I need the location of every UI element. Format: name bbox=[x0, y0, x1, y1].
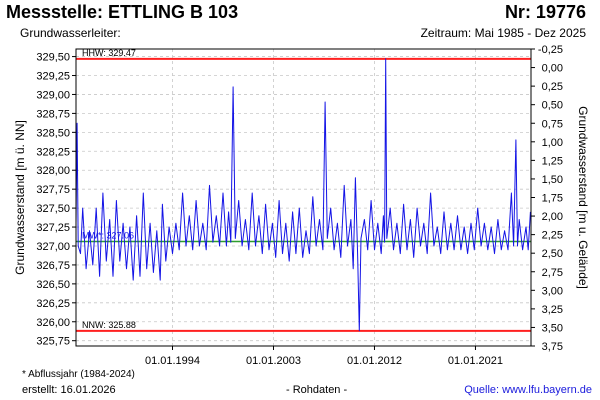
series-layer bbox=[75, 58, 531, 332]
y-tick-label: 329,25 bbox=[36, 71, 70, 83]
y-right-tick-label: 2,50 bbox=[542, 248, 563, 260]
y-tick-label: 328,75 bbox=[36, 108, 70, 120]
y-right-tick-label: 1,50 bbox=[542, 174, 563, 186]
y-tick-label: 327,25 bbox=[36, 222, 70, 234]
y-right-tick-label: 1,75 bbox=[542, 193, 563, 205]
period-label: Zeitraum: Mai 1985 - Dez 2025 bbox=[420, 26, 586, 40]
y-right-tick-label: 2,75 bbox=[542, 267, 563, 279]
y-right-tick-label: 0,75 bbox=[542, 118, 563, 130]
y-tick-label: 328,00 bbox=[36, 165, 70, 177]
y-tick-label: 329,00 bbox=[36, 89, 70, 101]
y-tick-label: 326,25 bbox=[36, 298, 70, 310]
y-right-tick-label: 3,50 bbox=[542, 322, 563, 334]
x-tick-label: 01.01.1994 bbox=[145, 355, 200, 367]
aquifer-label: Grundwasserleiter: bbox=[20, 26, 121, 40]
y-right-tick-label: 2,00 bbox=[542, 211, 563, 223]
y-tick-label: 327,00 bbox=[36, 241, 70, 253]
x-tick-label: 01.01.2012 bbox=[347, 355, 402, 367]
y-right-tick-label: 2,25 bbox=[542, 230, 563, 242]
y-tick-label: 327,75 bbox=[36, 184, 70, 196]
y-right-tick-label: 1,25 bbox=[542, 155, 563, 167]
y-tick-label: 326,75 bbox=[36, 260, 70, 272]
y-right-tick-label: 3,75 bbox=[542, 341, 563, 353]
y-right-tick-label: 0,00 bbox=[542, 63, 563, 75]
axis-ticks: 329,50 329,25 329,00 328,75 328,50 328,25 328,… bbox=[36, 44, 563, 367]
grid-lines bbox=[76, 49, 531, 346]
plot-frame bbox=[75, 48, 532, 347]
y-tick-label: 325,75 bbox=[36, 336, 70, 348]
extreme-water-label: HHW: 329.47 bbox=[82, 48, 136, 58]
extreme-water-label: NNW: 325.88 bbox=[82, 320, 136, 330]
y-tick-label: 326,50 bbox=[36, 279, 70, 291]
y-axis-label-left: Grundwasserstand [m ü. NN] bbox=[13, 120, 27, 275]
x-tick-label: 01.01.2021 bbox=[448, 355, 503, 367]
y-axis-label-right: Grundwasserstand [m u. Gelände] bbox=[576, 106, 590, 289]
created-date: erstellt: 16.01.2026 bbox=[22, 384, 116, 396]
station-title: Messstelle: ETTLING B 103 bbox=[6, 2, 239, 22]
series-line bbox=[75, 58, 531, 332]
y-right-tick-label: 0,50 bbox=[542, 100, 563, 112]
y-right-tick-label: 1,00 bbox=[542, 137, 563, 149]
source-link[interactable]: Quelle: www.lfu.bayern.de bbox=[464, 384, 592, 396]
y-right-tick-label: 3,00 bbox=[542, 285, 563, 297]
y-right-tick-label: 0,25 bbox=[542, 81, 563, 93]
y-tick-label: 328,25 bbox=[36, 146, 70, 158]
y-tick-label: 329,50 bbox=[36, 52, 70, 64]
y-tick-label: 327,50 bbox=[36, 203, 70, 215]
station-number: Nr: 19776 bbox=[504, 2, 586, 22]
raw-data-label: - Rohdaten - bbox=[286, 384, 348, 396]
x-tick-label: 01.01.2003 bbox=[246, 355, 301, 367]
y-right-tick-label: 3,25 bbox=[542, 304, 563, 316]
y-tick-label: 328,50 bbox=[36, 127, 70, 139]
footnote: * Abflussjahr (1984-2024) bbox=[22, 369, 135, 380]
y-tick-label: 326,00 bbox=[36, 317, 70, 329]
y-right-tick-label: -0,25 bbox=[538, 44, 563, 56]
